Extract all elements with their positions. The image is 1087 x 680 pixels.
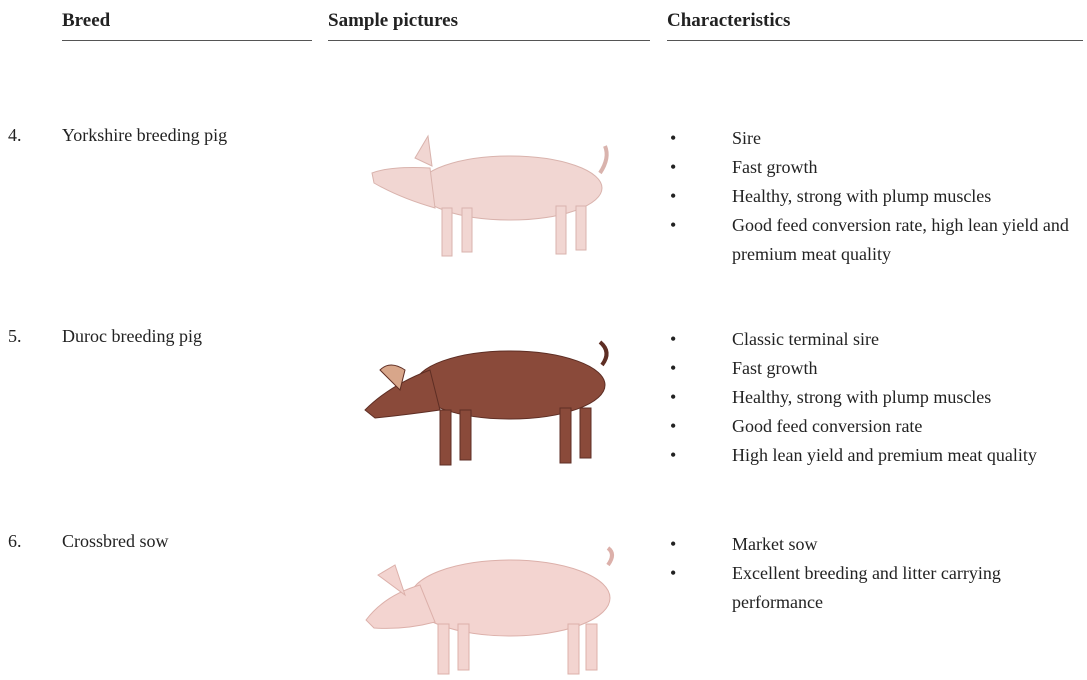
characteristic: Healthy, strong with plump muscles: [668, 182, 1082, 211]
characteristic: Healthy, strong with plump muscles: [668, 383, 1082, 412]
row-number: 4.: [8, 125, 22, 145]
characteristics-list: Market sowExcellent breeding and litter …: [668, 530, 1083, 617]
pig-image: [371, 134, 609, 257]
characteristic: Sire: [668, 124, 1082, 153]
characteristic: Classic terminal sire: [668, 325, 1082, 354]
row-number: 5.: [8, 326, 22, 346]
characteristic: Market sow: [668, 530, 1082, 559]
breed-name: Duroc breeding pig: [62, 326, 202, 346]
characteristics-list: SireFast growthHealthy, strong with plum…: [668, 124, 1083, 269]
characteristic: Good feed conversion rate: [668, 412, 1082, 441]
breed-name: Crossbred sow: [62, 531, 169, 551]
header-pictures: Sample pictures: [328, 10, 650, 41]
row-number: 6.: [8, 531, 22, 551]
characteristic: Fast growth: [668, 153, 1082, 182]
characteristics-list: Classic terminal sireFast growthHealthy,…: [668, 325, 1083, 470]
characteristic: Excellent breeding and litter carrying p…: [668, 559, 1082, 617]
characteristic: Fast growth: [668, 354, 1082, 383]
header-characteristics: Characteristics: [667, 10, 1083, 41]
characteristic: High lean yield and premium meat quality: [668, 441, 1082, 470]
characteristic: Good feed conversion rate, high lean yie…: [668, 211, 1082, 269]
header-breed: Breed: [62, 10, 312, 41]
pig-image: [365, 546, 614, 675]
pig-image: [364, 340, 609, 466]
breed-name: Yorkshire breeding pig: [62, 125, 228, 145]
